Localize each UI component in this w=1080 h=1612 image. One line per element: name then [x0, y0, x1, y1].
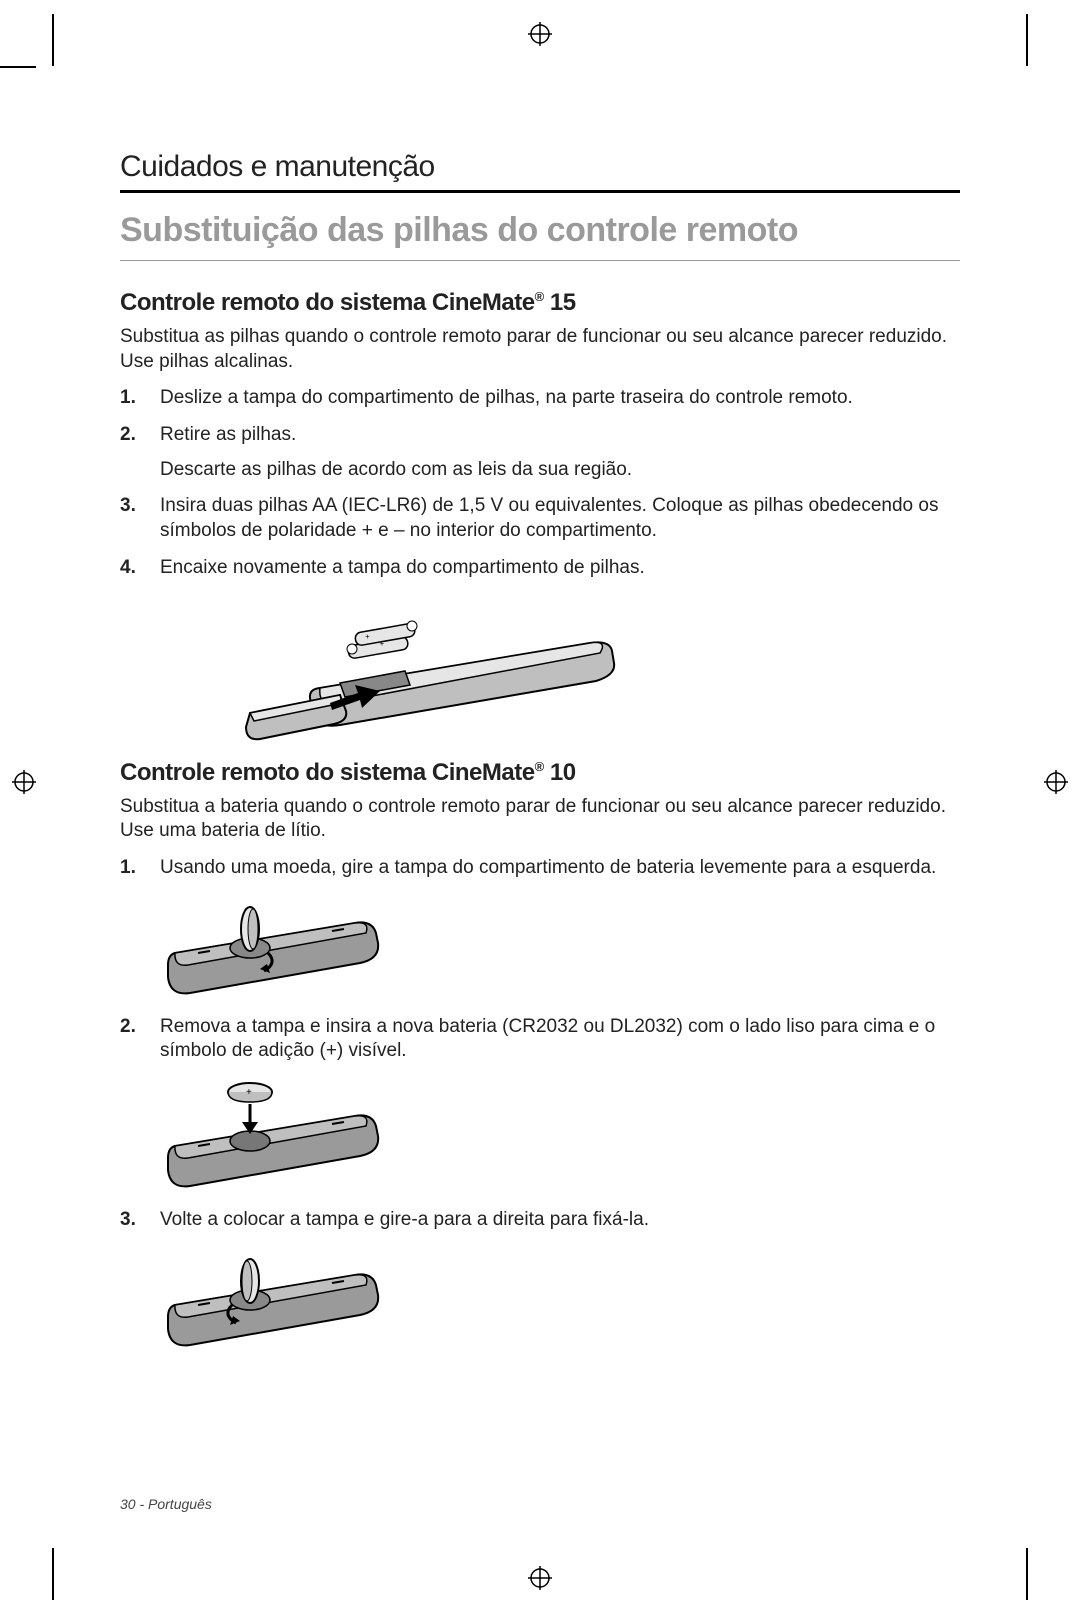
subheading-cinemate-15: Controle remoto do sistema CineMate® 15 — [120, 289, 960, 317]
subheading-prefix: Controle remoto do sistema CineMate — [120, 289, 535, 316]
page-content: Cuidados e manutenção Substituição das p… — [120, 150, 960, 1367]
step-item: Encaixe novamente a tampa do compartimen… — [120, 556, 960, 581]
step-text: Insira duas pilhas AA (IEC-LR6) de 1,5 V… — [160, 495, 938, 541]
subheading-cinemate-10: Controle remoto do sistema CineMate® 10 — [120, 759, 960, 787]
registration-mark-bottom — [528, 1566, 552, 1590]
step-item: Usando uma moeda, gire a tampa do compar… — [120, 856, 960, 1001]
step-item: Insira duas pilhas AA (IEC-LR6) de 1,5 V… — [120, 494, 960, 543]
illustration-insert-battery: + — [160, 1074, 960, 1194]
illustration-coin-turn-right — [160, 1243, 960, 1353]
registration-mark-right — [1044, 770, 1068, 794]
subheading-suffix: 15 — [544, 289, 576, 316]
section-header: Cuidados e manutenção — [120, 150, 960, 193]
steps-list-a: Deslize a tampa do compartimento de pilh… — [120, 386, 960, 580]
page-title: Substituição das pilhas do controle remo… — [120, 211, 960, 261]
illustration-remote-aa: + + — [240, 593, 960, 743]
svg-text:+: + — [246, 1087, 252, 1098]
subheading-suffix: 10 — [544, 759, 576, 786]
registration-mark-left — [12, 770, 36, 794]
step-subtext: Descarte as pilhas de acordo com as leis… — [160, 458, 960, 483]
step-item: Remova a tampa e insira a nova bateria (… — [120, 1015, 960, 1194]
step-text: Volte a colocar a tampa e gire-a para a … — [160, 1209, 649, 1230]
illustration-coin-turn-left — [160, 891, 960, 1001]
step-item: Deslize a tampa do compartimento de pilh… — [120, 386, 960, 411]
registered-symbol: ® — [535, 759, 544, 774]
step-text: Retire as pilhas. — [160, 424, 296, 445]
intro-text-a: Substitua as pilhas quando o controle re… — [120, 325, 960, 374]
step-item: Retire as pilhas. Descarte as pilhas de … — [120, 423, 960, 482]
crop-mark — [52, 1548, 54, 1600]
steps-list-b: Usando uma moeda, gire a tampa do compar… — [120, 856, 960, 1353]
registered-symbol: ® — [535, 289, 544, 304]
crop-mark — [1026, 14, 1028, 66]
crop-mark — [52, 14, 54, 66]
step-text: Usando uma moeda, gire a tampa do compar… — [160, 857, 936, 878]
intro-text-b: Substitua a bateria quando o controle re… — [120, 795, 960, 844]
crop-mark — [0, 66, 36, 68]
page-footer: 30 - Português — [120, 1496, 212, 1512]
step-text: Deslize a tampa do compartimento de pilh… — [160, 387, 853, 408]
subheading-prefix: Controle remoto do sistema CineMate — [120, 759, 535, 786]
step-text: Remova a tampa e insira a nova bateria (… — [160, 1016, 935, 1062]
crop-mark — [1026, 1548, 1028, 1600]
registration-mark-top — [528, 22, 552, 46]
step-item: Volte a colocar a tampa e gire-a para a … — [120, 1208, 960, 1353]
step-text: Encaixe novamente a tampa do compartimen… — [160, 557, 645, 578]
